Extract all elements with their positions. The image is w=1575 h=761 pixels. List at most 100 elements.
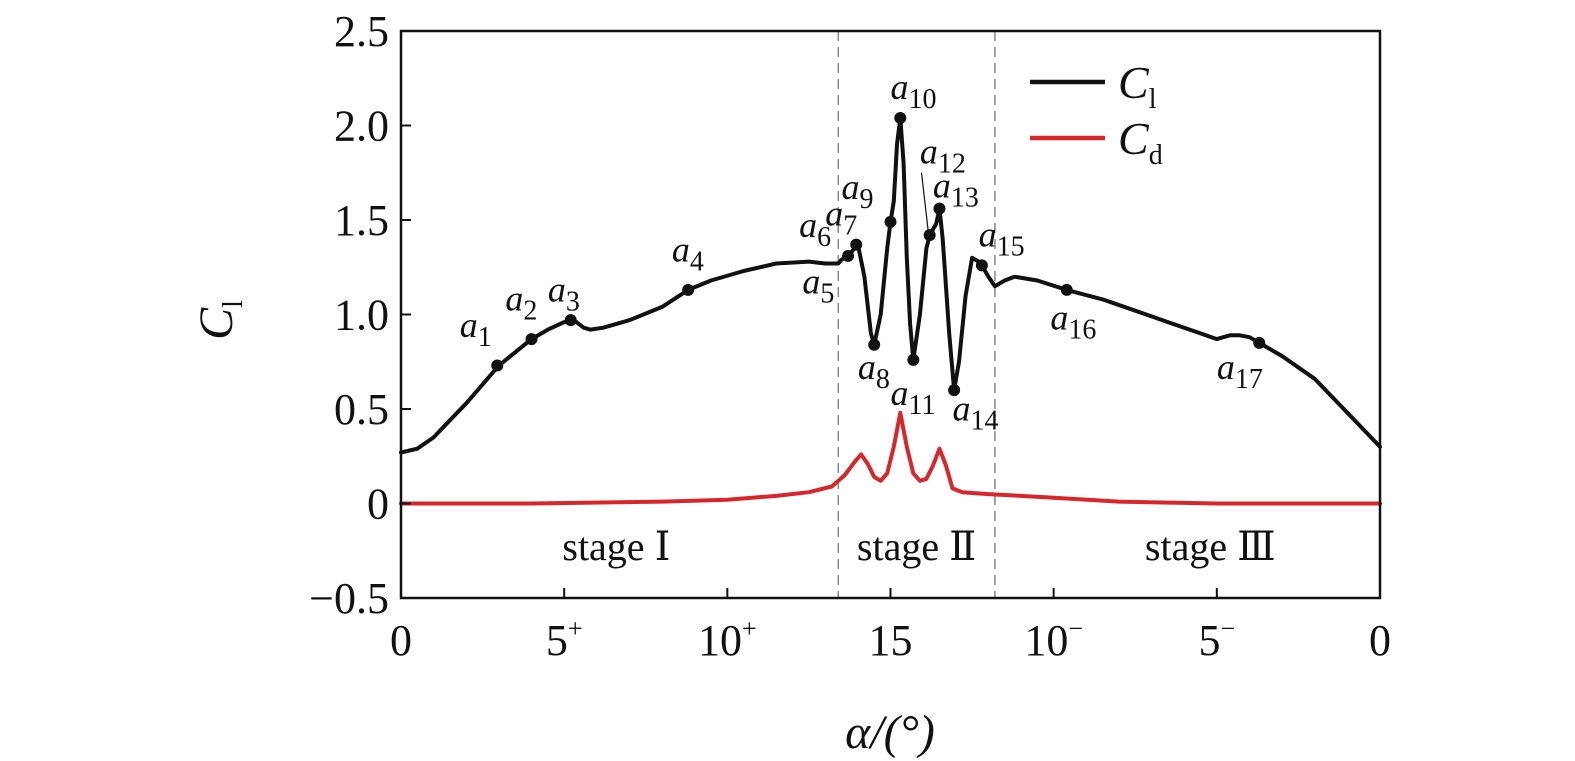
x-tick-label: 0 (390, 616, 412, 665)
point-label-letter: a (799, 205, 817, 245)
x-tick-label: 0 (1369, 616, 1391, 665)
point-label-a14: a14 (953, 388, 999, 436)
x-tick-label: 5− (1198, 614, 1235, 665)
x-tick-label: 5+ (546, 614, 583, 665)
point-marker-a6 (842, 249, 855, 262)
point-label-letter: a (891, 373, 909, 413)
legend-label-Cl: Cl (1118, 57, 1157, 115)
point-label-sub: 10 (909, 84, 937, 115)
point-label-letter: a (1217, 347, 1235, 387)
point-label-a10: a10 (891, 67, 937, 115)
point-marker-a17 (1253, 336, 1266, 349)
point-marker-a16 (1060, 283, 1073, 296)
y-tick-label: 1.5 (334, 196, 389, 245)
x-tick-label-sup: + (568, 614, 583, 643)
point-label-letter: a (858, 347, 876, 387)
point-marker-a7 (850, 238, 863, 251)
point-label-letter: a (953, 388, 971, 428)
point-label-a4: a4 (672, 230, 704, 278)
point-label-sub: 9 (860, 184, 874, 215)
point-label-a16: a16 (1050, 298, 1096, 346)
point-marker-a13 (933, 202, 946, 215)
point-label-a3: a3 (548, 269, 580, 317)
x-axis: 0 5+ 10+ 15 10− 5− 0 (390, 588, 1391, 665)
stage-label-3: stage Ⅲ (1145, 524, 1276, 569)
point-label-sub: 17 (1235, 364, 1263, 395)
point-marker-a10 (894, 111, 907, 124)
point-label-sub: 8 (876, 364, 890, 395)
x-tick-label-sup: + (742, 614, 757, 643)
legend-label-sub: l (1149, 84, 1157, 115)
x-tick-label-text: 5 (1198, 616, 1220, 665)
point-label-sub: 6 (817, 222, 831, 253)
x-tick-label-text: 5 (546, 616, 568, 665)
series-line-Cd (399, 410, 1382, 506)
x-tick-label-sup: − (1220, 614, 1235, 643)
legend-label-Cd: Cd (1118, 113, 1163, 171)
point-marker-a15 (975, 259, 988, 272)
point-label-sub: 14 (971, 405, 999, 436)
point-label-sub: 12 (938, 148, 966, 179)
point-label-sub: 3 (566, 286, 580, 317)
point-label-a15: a15 (979, 214, 1025, 262)
point-marker-a4 (682, 283, 695, 296)
point-label-a6: a6 (799, 205, 831, 253)
point-label-a2: a2 (505, 279, 537, 327)
x-tick-label-sup: − (1068, 614, 1083, 643)
point-label-a12: a12 (920, 131, 966, 179)
point-label-sub: 15 (997, 231, 1025, 262)
point-marker-a14 (948, 384, 961, 397)
point-label-letter: a (460, 305, 478, 345)
legend-label-sub: d (1149, 140, 1163, 171)
y-tick-label: −0.5 (309, 574, 389, 623)
y-tick-label: 0 (367, 480, 389, 529)
point-label-sub: 2 (523, 296, 537, 327)
point-marker-a8 (868, 338, 881, 351)
y-tick-label: 1.0 (334, 291, 389, 340)
y-tick-label: 2.0 (334, 102, 389, 151)
x-axis-label: α/(°) (845, 706, 935, 759)
y-tick-label: 0.5 (334, 385, 389, 434)
point-marker-a12 (923, 229, 936, 242)
legend-label-main: C (1118, 113, 1150, 164)
point-label-a13: a13 (933, 165, 979, 213)
x-tick-label-text: 0 (1369, 616, 1391, 665)
point-marker-a2 (525, 333, 538, 346)
point-label-letter: a (933, 165, 951, 205)
leader-line-a12 (920, 172, 929, 230)
point-label-a1: a1 (460, 305, 492, 353)
y-tick-label: 2.5 (334, 7, 389, 56)
point-label-a7: a7 (825, 194, 857, 242)
point-marker-a1 (491, 359, 504, 372)
x-axis-label-text: α/(°) (845, 706, 935, 759)
point-label-sub: 16 (1068, 315, 1096, 346)
stage-label-1: stage Ⅰ (562, 524, 670, 569)
x-tick-label: 15 (869, 616, 913, 665)
point-label-a8: a8 (858, 347, 890, 395)
point-label-a5: a5 (802, 262, 834, 310)
x-tick-label: 10− (1024, 614, 1083, 665)
point-marker-a11 (907, 353, 920, 366)
point-label-letter: a (920, 131, 938, 171)
point-label-sub: 4 (690, 247, 704, 278)
point-label-letter: a (842, 167, 860, 207)
point-label-letter: a (891, 67, 909, 107)
point-label-a17: a17 (1217, 347, 1263, 395)
y-axis-label-main: C (190, 307, 243, 340)
point-label-letter: a (672, 230, 690, 270)
point-label-letter: a (548, 269, 566, 309)
y-axis: 2.5 2.0 1.5 1.0 0.5 0 −0.5 (309, 7, 411, 623)
point-label-sub: 7 (843, 211, 857, 242)
series-layer (399, 115, 1382, 506)
point-label-letter: a (505, 279, 523, 319)
legend-label-main: C (1118, 57, 1150, 108)
stage-label-2: stage Ⅱ (857, 524, 976, 569)
point-label-a11: a11 (891, 373, 936, 421)
y-axis-label: Cl (190, 300, 249, 340)
y-axis-label-sub: l (218, 300, 249, 308)
point-label-sub: 11 (909, 390, 936, 421)
x-tick-label-text: 15 (869, 616, 913, 665)
x-tick-label: 10+ (698, 614, 757, 665)
